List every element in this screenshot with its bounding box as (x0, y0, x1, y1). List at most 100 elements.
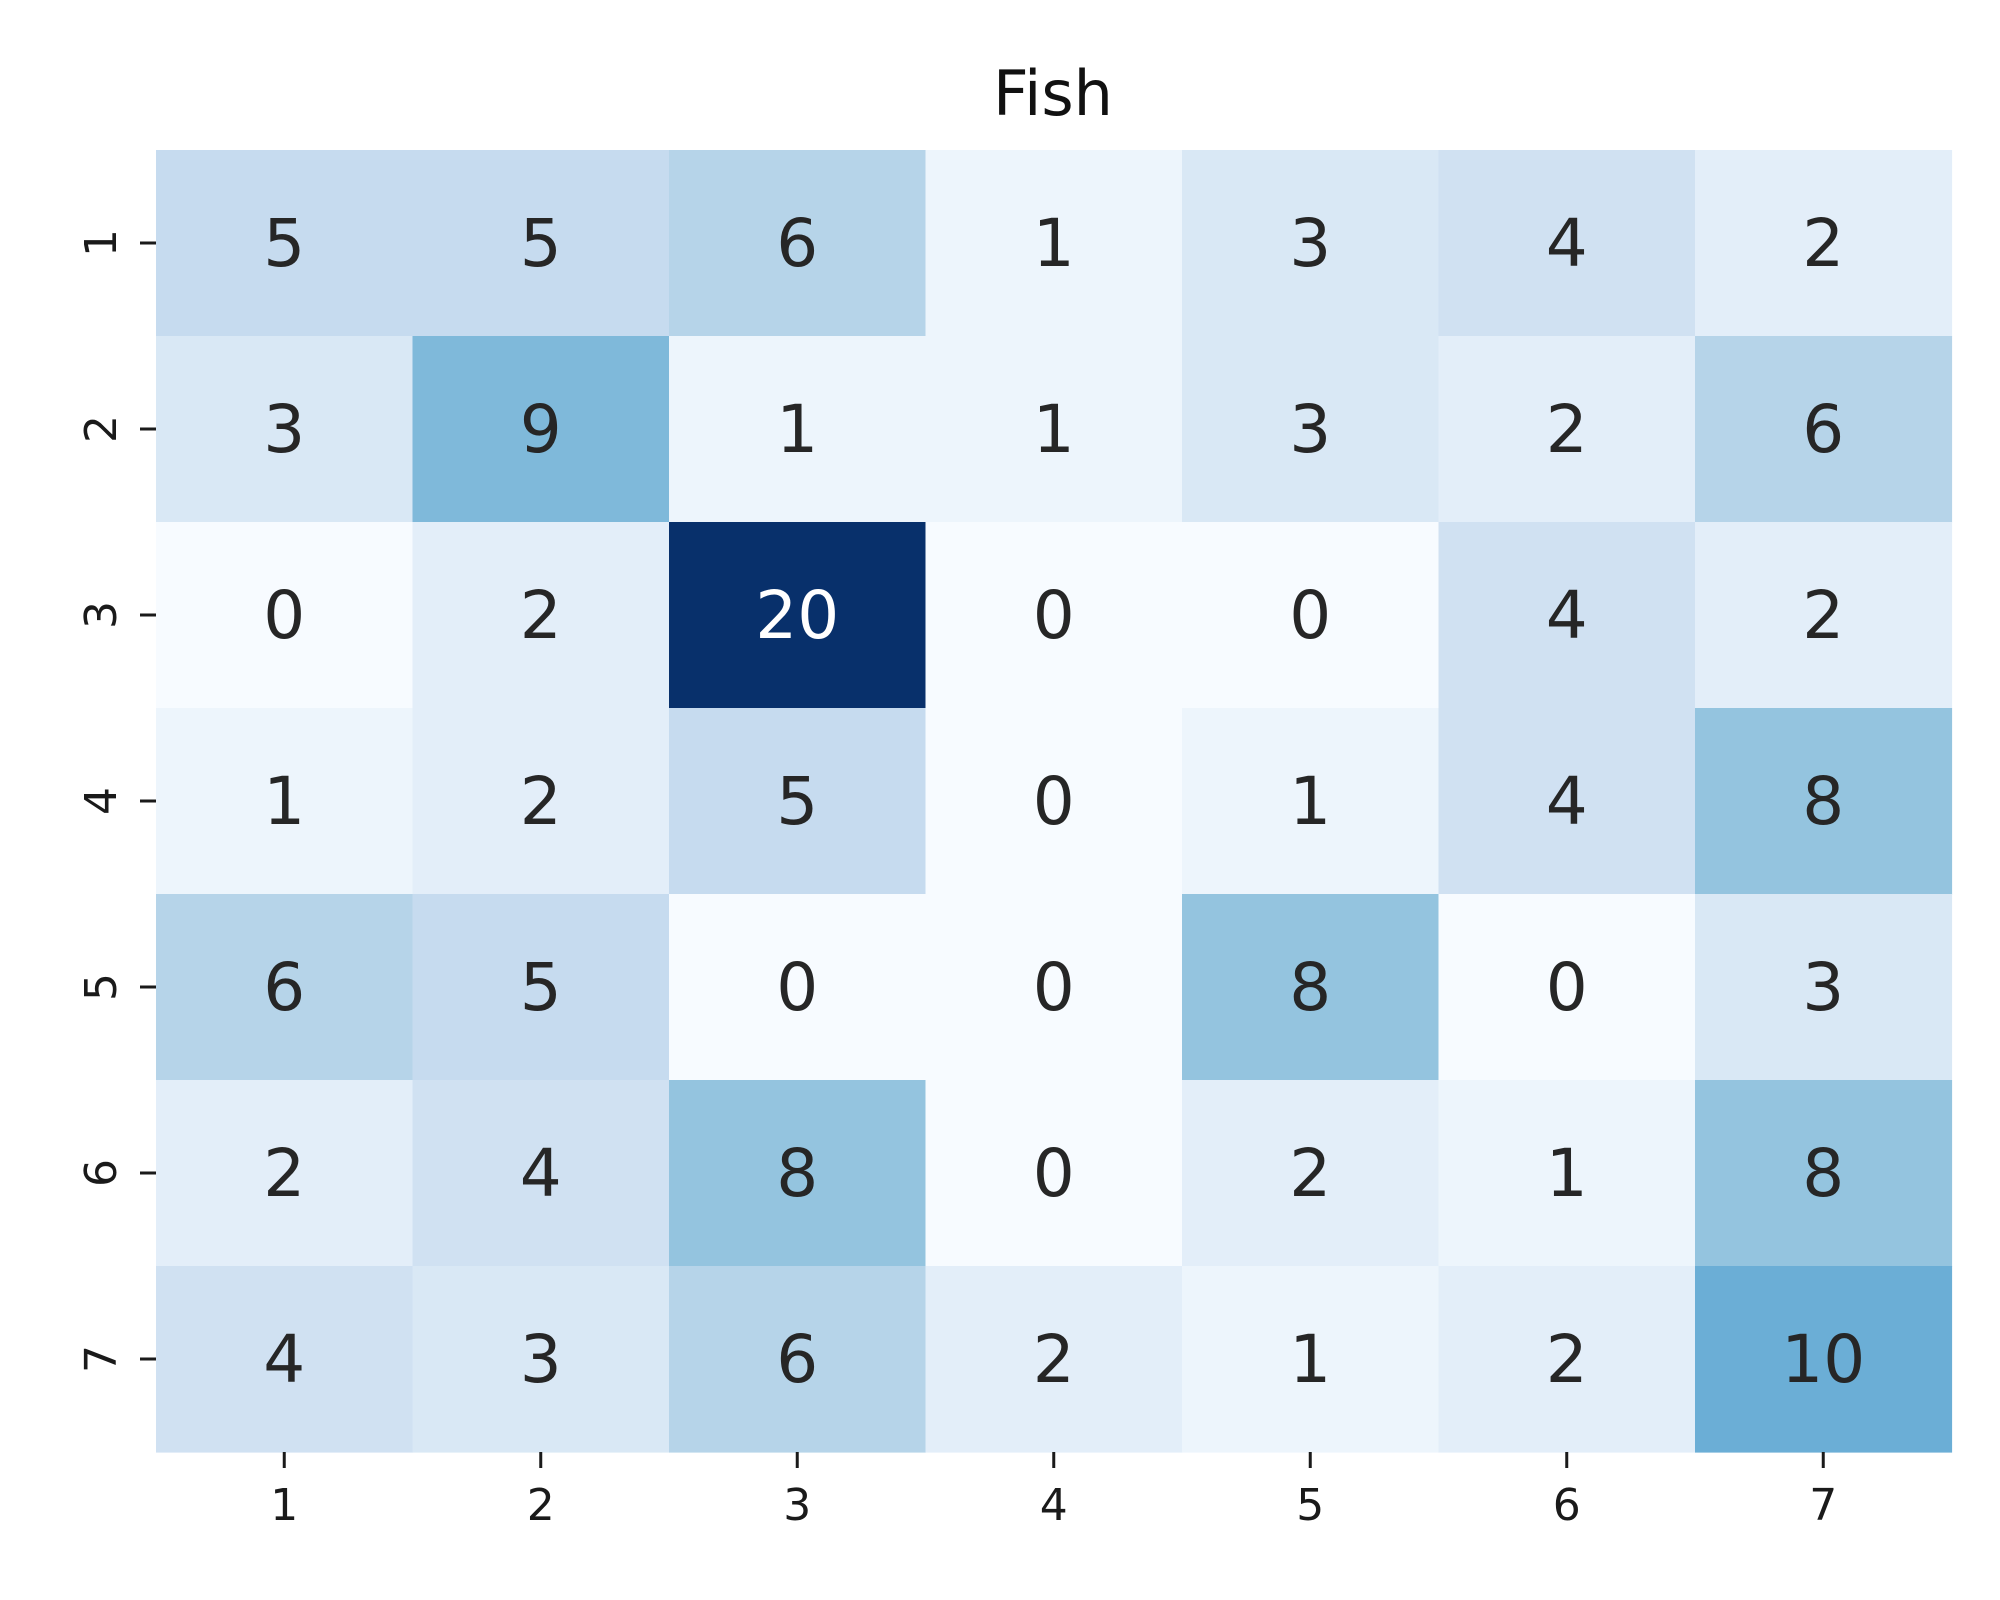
cell-value-r7-c3: 6 (776, 1321, 818, 1398)
cell-value-r7-c7: 10 (1781, 1321, 1865, 1398)
cell-value-r5-c7: 3 (1802, 949, 1844, 1026)
x-tick-label-7: 7 (1809, 1480, 1837, 1531)
cell-value-r4-c5: 1 (1289, 763, 1331, 840)
heatmap-cell-r1-c1 (156, 150, 414, 337)
y-tick-label-6: 6 (76, 1159, 127, 1187)
heatmap-cell-r3-c4 (925, 522, 1183, 709)
heatmap-cell-r7-c3 (669, 1266, 927, 1453)
cell-value-r7-c1: 4 (263, 1321, 305, 1398)
heatmap-cell-r4-c4 (925, 708, 1183, 895)
y-tick-label-2: 2 (76, 415, 127, 443)
heatmap-cell-r7-c5 (1182, 1266, 1440, 1453)
heatmap-cell-r3-c6 (1438, 522, 1696, 709)
heatmap-cell-r3-c1 (156, 522, 414, 709)
cell-value-r5-c6: 0 (1546, 949, 1588, 1026)
cell-value-r6-c3: 8 (776, 1135, 818, 1212)
heatmap-cell-r7-c7 (1695, 1266, 1953, 1453)
cell-value-r4-c3: 5 (776, 763, 818, 840)
y-tick-label-1: 1 (76, 229, 127, 257)
heatmap-cell-r5-c6 (1438, 894, 1696, 1081)
cell-value-r4-c4: 0 (1033, 763, 1075, 840)
heatmap-cell-r2-c7 (1695, 336, 1953, 523)
heatmap-cell-r7-c2 (412, 1266, 670, 1453)
heatmap-cell-r3-c3 (669, 522, 927, 709)
heatmap-cell-r5-c2 (412, 894, 670, 1081)
heatmap-cell-r6-c2 (412, 1080, 670, 1267)
cell-value-r4-c6: 4 (1546, 763, 1588, 840)
cell-value-r1-c5: 3 (1289, 205, 1331, 282)
cell-value-r3-c7: 2 (1802, 577, 1844, 654)
cell-value-r1-c6: 4 (1546, 205, 1588, 282)
cell-value-r7-c6: 2 (1546, 1321, 1588, 1398)
heatmap-cell-r1-c6 (1438, 150, 1696, 337)
cell-value-r1-c2: 5 (520, 205, 562, 282)
heatmap-cell-r2-c2 (412, 336, 670, 523)
heatmap-cell-r6-c3 (669, 1080, 927, 1267)
cell-value-r1-c3: 6 (776, 205, 818, 282)
y-tick-label-3: 3 (76, 601, 127, 629)
cell-value-r7-c5: 1 (1289, 1321, 1331, 1398)
cell-value-r6-c1: 2 (263, 1135, 305, 1212)
cell-value-r2-c7: 6 (1802, 391, 1844, 468)
x-tick-label-4: 4 (1040, 1480, 1068, 1531)
y-tick-label-5: 5 (76, 973, 127, 1001)
cell-value-r6-c7: 8 (1802, 1135, 1844, 1212)
cell-value-r2-c1: 3 (263, 391, 305, 468)
cell-value-r6-c6: 1 (1546, 1135, 1588, 1212)
cell-value-r3-c5: 0 (1289, 577, 1331, 654)
heatmap-cell-r5-c7 (1695, 894, 1953, 1081)
heatmap-cell-r1-c2 (412, 150, 670, 337)
heatmap-cell-r4-c2 (412, 708, 670, 895)
y-axis: 1 2 3 4 5 6 7 (76, 229, 156, 1373)
heatmap-cell-r1-c5 (1182, 150, 1440, 337)
heatmap-cell-r7-c1 (156, 1266, 414, 1453)
cell-value-r5-c5: 8 (1289, 949, 1331, 1026)
heatmap-cell-r2-c3 (669, 336, 927, 523)
cell-value-r2-c2: 9 (520, 391, 562, 468)
heatmap-cell-r6-c5 (1182, 1080, 1440, 1267)
cell-value-r4-c7: 8 (1802, 763, 1844, 840)
cell-value-r2-c3: 1 (776, 391, 818, 468)
cell-value-r5-c3: 0 (776, 949, 818, 1026)
x-axis: 1 2 3 4 5 6 7 (270, 1452, 1837, 1531)
x-tick-label-1: 1 (270, 1480, 298, 1531)
cell-value-r3-c2: 2 (520, 577, 562, 654)
heatmap-cell-r5-c1 (156, 894, 414, 1081)
x-tick-label-6: 6 (1553, 1480, 1581, 1531)
cell-value-r6-c2: 4 (520, 1135, 562, 1212)
y-tick-label-4: 4 (76, 787, 127, 815)
heatmap-cell-r1-c7 (1695, 150, 1953, 337)
cell-value-r5-c1: 6 (263, 949, 305, 1026)
cell-value-r7-c4: 2 (1033, 1321, 1075, 1398)
heatmap-cell-r4-c7 (1695, 708, 1953, 895)
heatmap-cell-r1-c4 (925, 150, 1183, 337)
heatmap-cell-r6-c4 (925, 1080, 1183, 1267)
heatmap-cell-r4-c6 (1438, 708, 1696, 895)
cell-value-r2-c4: 1 (1033, 391, 1075, 468)
cell-value-r1-c4: 1 (1033, 205, 1075, 282)
cell-value-r4-c1: 1 (263, 763, 305, 840)
heatmap-cell-r2-c4 (925, 336, 1183, 523)
y-tick-label-7: 7 (76, 1345, 127, 1373)
heatmap-cell-r2-c5 (1182, 336, 1440, 523)
heatmap-cell-r2-c6 (1438, 336, 1696, 523)
heatmap-annotations: 5 5 6 1 3 4 2 3 9 1 1 3 2 6 0 2 20 0 0 4 2 1 2 5 0 1 4 8 6 5 0 0 8 0 3 2 4 8 0… (263, 205, 1865, 1398)
heatmap-cell-r5-c3 (669, 894, 927, 1081)
cell-value-r2-c6: 2 (1546, 391, 1588, 468)
cell-value-r3-c4: 0 (1033, 577, 1075, 654)
cell-value-r1-c7: 2 (1802, 205, 1844, 282)
heatmap-cell-r4-c5 (1182, 708, 1440, 895)
chart-title: Fish (993, 57, 1113, 130)
heatmap-cell-r5-c5 (1182, 894, 1440, 1081)
heatmap-cell-r6-c1 (156, 1080, 414, 1267)
cell-value-r1-c1: 5 (263, 205, 305, 282)
heatmap-cell-r1-c3 (669, 150, 927, 337)
heatmap-cell-r5-c4 (925, 894, 1183, 1081)
heatmap-cell-r3-c7 (1695, 522, 1953, 709)
heatmap-cells (156, 150, 1953, 1453)
cell-value-r6-c4: 0 (1033, 1135, 1075, 1212)
cell-value-r3-c3: 20 (755, 577, 839, 654)
heatmap-cell-r6-c7 (1695, 1080, 1953, 1267)
cell-value-r2-c5: 3 (1289, 391, 1331, 468)
